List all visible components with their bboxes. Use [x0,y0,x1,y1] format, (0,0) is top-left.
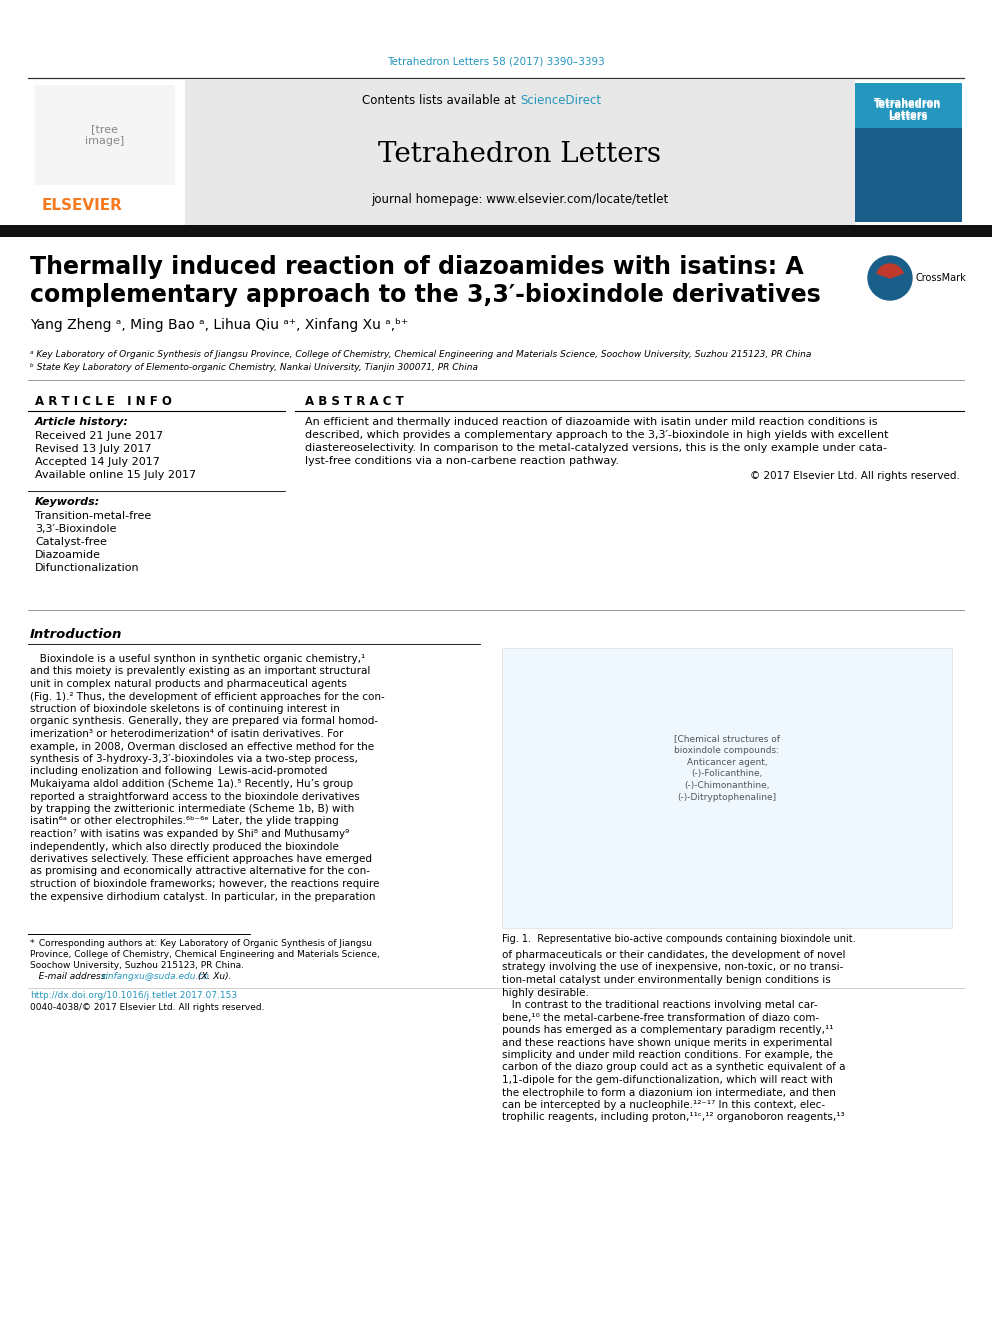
Text: the expensive dirhodium catalyst. In particular, in the preparation: the expensive dirhodium catalyst. In par… [30,892,376,901]
Text: by trapping the zwitterionic intermediate (Scheme 1b, B) with: by trapping the zwitterionic intermediat… [30,804,354,814]
Text: bene,¹⁰ the metal-carbene-free transformation of diazo com-: bene,¹⁰ the metal-carbene-free transform… [502,1012,819,1023]
Text: Province, College of Chemistry, Chemical Engineering and Materials Science,: Province, College of Chemistry, Chemical… [30,950,380,959]
Text: [tree
image]: [tree image] [85,124,125,146]
Text: highly desirable.: highly desirable. [502,987,589,998]
Text: Bioxindole is a useful synthon in synthetic organic chemistry,¹: Bioxindole is a useful synthon in synthe… [30,654,365,664]
Bar [855,79,964,225]
Text: journal homepage: www.elsevier.com/locate/tetlet: journal homepage: www.elsevier.com/locat… [371,193,669,206]
Bar [28,79,185,225]
Text: (X. Xu).: (X. Xu). [195,972,231,980]
Text: carbon of the diazo group could act as a synthetic equivalent of a: carbon of the diazo group could act as a… [502,1062,845,1073]
Text: http://dx.doi.org/10.1016/j.tetlet.2017.07.153: http://dx.doi.org/10.1016/j.tetlet.2017.… [30,991,237,1000]
Text: © 2017 Elsevier Ltd. All rights reserved.: © 2017 Elsevier Ltd. All rights reserved… [750,471,960,482]
Text: can be intercepted by a nucleophile.¹²⁻¹⁷ In this context, elec-: can be intercepted by a nucleophile.¹²⁻¹… [502,1099,825,1110]
Text: pounds has emerged as a complementary paradigm recently,¹¹: pounds has emerged as a complementary pa… [502,1025,833,1035]
Text: Corresponding authors at: Key Laboratory of Organic Synthesis of Jiangsu: Corresponding authors at: Key Laboratory… [36,939,372,949]
Text: and these reactions have shown unique merits in experimental: and these reactions have shown unique me… [502,1037,832,1048]
Text: Received 21 June 2017: Received 21 June 2017 [35,431,163,441]
Circle shape [868,255,912,300]
Text: described, which provides a complementary approach to the 3,3′-bioxindole in hig: described, which provides a complementar… [305,430,889,441]
Text: Accepted 14 July 2017: Accepted 14 July 2017 [35,456,160,467]
Bar [502,648,952,927]
Text: derivatives selectively. These efficient approaches have emerged: derivatives selectively. These efficient… [30,855,372,864]
Text: ᵃ Key Laboratory of Organic Synthesis of Jiangsu Province, College of Chemistry,: ᵃ Key Laboratory of Organic Synthesis of… [30,351,811,359]
Text: (Fig. 1).² Thus, the development of efficient approaches for the con-: (Fig. 1).² Thus, the development of effi… [30,692,385,701]
Text: Available online 15 July 2017: Available online 15 July 2017 [35,470,196,480]
Text: tion-metal catalyst under environmentally benign conditions is: tion-metal catalyst under environmentall… [502,975,830,986]
Text: Tetrahedron Letters: Tetrahedron Letters [379,142,662,168]
Text: organic synthesis. Generally, they are prepared via formal homod-: organic synthesis. Generally, they are p… [30,717,378,726]
Text: ᵇ State Key Laboratory of Elemento-organic Chemistry, Nankai University, Tianjin: ᵇ State Key Laboratory of Elemento-organ… [30,363,478,372]
Text: 3,3′-Bioxindole: 3,3′-Bioxindole [35,524,116,534]
Wedge shape [877,265,903,278]
Text: Mukaiyama aldol addition (Scheme 1a).⁵ Recently, Hu’s group: Mukaiyama aldol addition (Scheme 1a).⁵ R… [30,779,353,789]
Bar [855,83,962,222]
Text: Yang Zheng ᵃ, Ming Bao ᵃ, Lihua Qiu ᵃ⁺, Xinfang Xu ᵃ,ᵇ⁺: Yang Zheng ᵃ, Ming Bao ᵃ, Lihua Qiu ᵃ⁺, … [30,318,409,332]
Text: Keywords:: Keywords: [35,497,100,507]
Text: In contrast to the traditional reactions involving metal car-: In contrast to the traditional reactions… [502,1000,817,1009]
Text: reported a straightforward access to the bioxindole derivatives: reported a straightforward access to the… [30,791,360,802]
Text: Fig. 1.  Representative bio-active compounds containing bioxindole unit.: Fig. 1. Representative bio-active compou… [502,934,856,945]
Text: A B S T R A C T: A B S T R A C T [305,396,404,407]
Text: Tetrahedron
Letters: Tetrahedron Letters [874,101,941,123]
Text: strategy involving the use of inexpensive, non-toxic, or no transi-: strategy involving the use of inexpensiv… [502,963,843,972]
Text: A R T I C L E   I N F O: A R T I C L E I N F O [35,396,172,407]
Text: including enolization and following  Lewis-acid-promoted: including enolization and following Lewi… [30,766,327,777]
Text: Thermally induced reaction of diazoamides with isatins: A: Thermally induced reaction of diazoamide… [30,255,804,279]
Text: Transition-metal-free: Transition-metal-free [35,511,151,521]
Text: Catalyst-free: Catalyst-free [35,537,107,546]
Text: as promising and economically attractive alternative for the con-: as promising and economically attractive… [30,867,370,877]
Text: synthesis of 3-hydroxy-3,3′-bioxindoles via a two-step process,: synthesis of 3-hydroxy-3,3′-bioxindoles … [30,754,358,763]
Bar [185,79,855,225]
Text: example, in 2008, Overman disclosed an effective method for the: example, in 2008, Overman disclosed an e… [30,741,374,751]
Text: independently, which also directly produced the bioxindole: independently, which also directly produ… [30,841,339,852]
Text: ELSEVIER: ELSEVIER [42,198,123,213]
Text: Tetrahedron
Letters: Tetrahedron Letters [874,98,941,120]
Text: Contents lists available at: Contents lists available at [362,94,520,106]
Text: ScienceDirect: ScienceDirect [520,94,601,106]
Text: complementary approach to the 3,3′-bioxindole derivatives: complementary approach to the 3,3′-bioxi… [30,283,820,307]
Bar [35,85,175,185]
Text: *: * [30,939,35,949]
Text: 0040-4038/© 2017 Elsevier Ltd. All rights reserved.: 0040-4038/© 2017 Elsevier Ltd. All right… [30,1003,265,1012]
Text: isatin⁶ᵃ or other electrophiles.⁶ᵇ⁻⁶ᵉ Later, the ylide trapping: isatin⁶ᵃ or other electrophiles.⁶ᵇ⁻⁶ᵉ La… [30,816,338,827]
Text: Difunctionalization: Difunctionalization [35,564,140,573]
Text: unit in complex natural products and pharmaceutical agents: unit in complex natural products and pha… [30,679,347,689]
Text: imerization³ or heterodimerization⁴ of isatin derivatives. For: imerization³ or heterodimerization⁴ of i… [30,729,343,740]
Text: 1,1-dipole for the gem-difunctionalization, which will react with: 1,1-dipole for the gem-difunctionalizati… [502,1076,833,1085]
Text: An efficient and thermally induced reaction of diazoamide with isatin under mild: An efficient and thermally induced react… [305,417,878,427]
Text: xinfangxu@suda.edu.cn: xinfangxu@suda.edu.cn [100,972,209,980]
Text: and this moiety is prevalently existing as an important structural: and this moiety is prevalently existing … [30,667,370,676]
Text: struction of bioxindole skeletons is of continuing interest in: struction of bioxindole skeletons is of … [30,704,340,714]
Text: lyst-free conditions via a non-carbene reaction pathway.: lyst-free conditions via a non-carbene r… [305,456,619,466]
Text: struction of bioxindole frameworks; however, the reactions require: struction of bioxindole frameworks; howe… [30,878,379,889]
Text: Introduction: Introduction [30,628,122,642]
Text: Article history:: Article history: [35,417,129,427]
Text: diastereoselectivity. In comparison to the metal-catalyzed versions, this is the: diastereoselectivity. In comparison to t… [305,443,887,452]
Text: E-mail address:: E-mail address: [30,972,111,980]
Text: reaction⁷ with isatins was expanded by Shi⁸ and Muthusamy⁹: reaction⁷ with isatins was expanded by S… [30,830,349,839]
Bar [855,83,962,128]
Text: the electrophile to form a diazonium ion intermediate, and then: the electrophile to form a diazonium ion… [502,1088,836,1098]
Bar [0,225,992,237]
Text: Soochow University, Suzhou 215123, PR China.: Soochow University, Suzhou 215123, PR Ch… [30,960,244,970]
Text: of pharmaceuticals or their candidates, the development of novel: of pharmaceuticals or their candidates, … [502,950,845,960]
Text: [Chemical structures of
bioxindole compounds:
Anticancer agent,
(-)-Folicanthine: [Chemical structures of bioxindole compo… [674,734,780,802]
Text: simplicity and under mild reaction conditions. For example, the: simplicity and under mild reaction condi… [502,1050,833,1060]
Text: Tetrahedron Letters 58 (2017) 3390–3393: Tetrahedron Letters 58 (2017) 3390–3393 [387,57,605,67]
Text: CrossMark: CrossMark [916,273,967,283]
Text: Diazoamide: Diazoamide [35,550,101,560]
Text: Revised 13 July 2017: Revised 13 July 2017 [35,445,152,454]
Text: trophilic reagents, including proton,¹¹ᶜ,¹² organoboron reagents,¹³: trophilic reagents, including proton,¹¹ᶜ… [502,1113,844,1122]
